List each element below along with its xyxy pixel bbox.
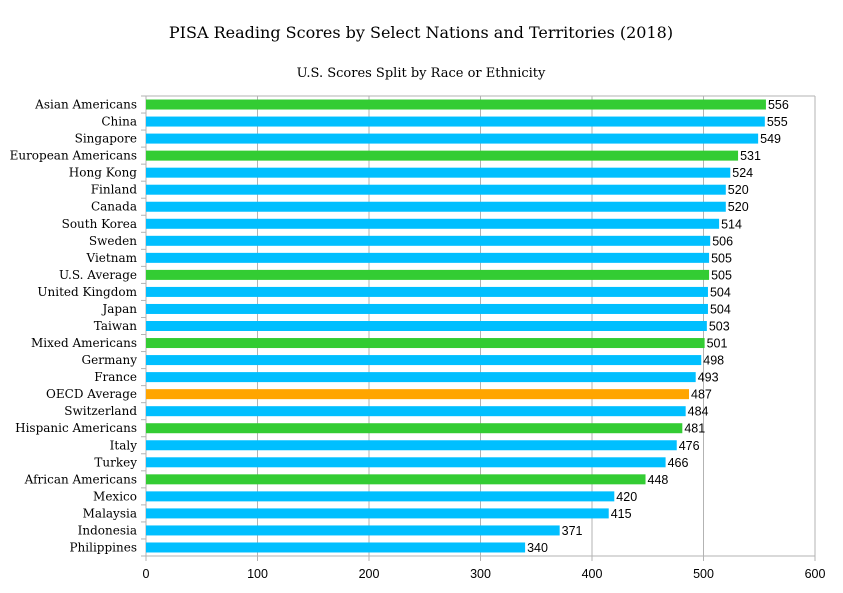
category-label: United Kingdom (37, 285, 137, 299)
data-label: 549 (760, 132, 781, 146)
bar (146, 235, 711, 246)
data-label: 371 (562, 524, 583, 538)
category-label: Mixed Americans (31, 336, 137, 350)
data-label: 501 (707, 337, 728, 351)
data-label: 556 (768, 98, 789, 112)
category-label: Germany (82, 353, 138, 367)
category-label: Hispanic Americans (15, 421, 137, 435)
x-tick-label: 200 (359, 567, 380, 581)
bar (146, 525, 560, 536)
category-label: Asian Americans (34, 98, 137, 112)
category-label: Taiwan (94, 319, 137, 333)
x-tick-label: 400 (582, 567, 603, 581)
x-tick-label: 0 (143, 567, 150, 581)
category-label: Sweden (89, 234, 137, 248)
bar (146, 423, 683, 434)
bar (146, 321, 707, 331)
data-label: 498 (703, 354, 724, 368)
bar (146, 389, 690, 400)
category-labels: Asian Americans China Singapore European Am… (10, 98, 138, 555)
data-label: 520 (728, 183, 749, 197)
bar (146, 491, 615, 502)
x-tick-label: 500 (693, 567, 714, 581)
data-label: 415 (611, 507, 632, 521)
category-label: Singapore (75, 132, 137, 146)
data-label: 524 (732, 166, 753, 180)
category-label: China (101, 115, 137, 129)
category-label: South Korea (62, 217, 137, 231)
data-label: 484 (688, 405, 709, 419)
chart-subtitle: U.S. Scores Split by Race or Ethnicity (297, 66, 546, 81)
category-label: France (94, 370, 137, 384)
category-label: African Americans (24, 472, 137, 486)
data-label: 420 (616, 490, 637, 504)
category-label: U.S. Average (59, 268, 137, 282)
category-label: Japan (100, 302, 137, 316)
data-label: 481 (684, 422, 705, 436)
bar (146, 542, 526, 553)
category-label: Mexico (93, 489, 137, 503)
bar (146, 116, 765, 127)
data-label: 340 (527, 541, 548, 555)
bar (146, 252, 710, 263)
category-label: Philippines (69, 540, 137, 554)
data-label: 448 (648, 473, 669, 487)
bar (146, 218, 720, 229)
bar (146, 133, 759, 144)
category-label: Malaysia (83, 506, 137, 520)
data-label: 504 (710, 302, 731, 316)
category-label: Finland (91, 183, 138, 197)
category-label: Canada (91, 200, 137, 214)
bar (146, 338, 705, 349)
x-tick-labels: 0 100 200 300 400 500 600 (143, 567, 826, 581)
data-label: 493 (698, 371, 719, 385)
bar (146, 406, 686, 417)
x-tick-label: 600 (805, 567, 826, 581)
data-label: 520 (728, 200, 749, 214)
category-label: Hong Kong (69, 166, 138, 180)
category-label: Vietnam (86, 251, 138, 265)
category-label: Turkey (94, 455, 137, 469)
data-label: 531 (740, 149, 761, 163)
x-tick-label: 100 (247, 567, 268, 581)
data-label: 555 (767, 115, 788, 129)
data-label: 514 (721, 217, 742, 231)
data-label: 504 (710, 285, 731, 299)
bar (146, 201, 726, 212)
bar (146, 167, 731, 178)
bar (146, 286, 708, 297)
bar (146, 150, 739, 161)
bar (146, 372, 696, 383)
bars: 556 555 549 531 524 520 520 514 506 505 505 504 504 5… (146, 98, 789, 555)
bar (146, 474, 646, 485)
bar (146, 355, 702, 366)
category-label: OECD Average (46, 387, 137, 401)
category-label: European Americans (10, 149, 137, 163)
category-label: Indonesia (78, 523, 137, 537)
chart-title: PISA Reading Scores by Select Nations an… (169, 23, 673, 42)
data-label: 506 (712, 234, 733, 248)
data-label: 505 (711, 251, 732, 265)
bar (146, 184, 726, 195)
bar (146, 269, 710, 280)
data-label: 505 (711, 268, 732, 282)
bar (146, 99, 766, 110)
category-label: Switzerland (64, 404, 137, 418)
data-label: 503 (709, 320, 730, 334)
bar (146, 303, 708, 314)
bar (146, 440, 677, 451)
bar (146, 508, 609, 519)
data-label: 476 (679, 439, 700, 453)
category-label: Italy (110, 438, 138, 452)
bar (146, 457, 666, 468)
x-tick-label: 300 (470, 567, 491, 581)
data-label: 466 (668, 456, 689, 470)
data-label: 487 (691, 388, 712, 402)
